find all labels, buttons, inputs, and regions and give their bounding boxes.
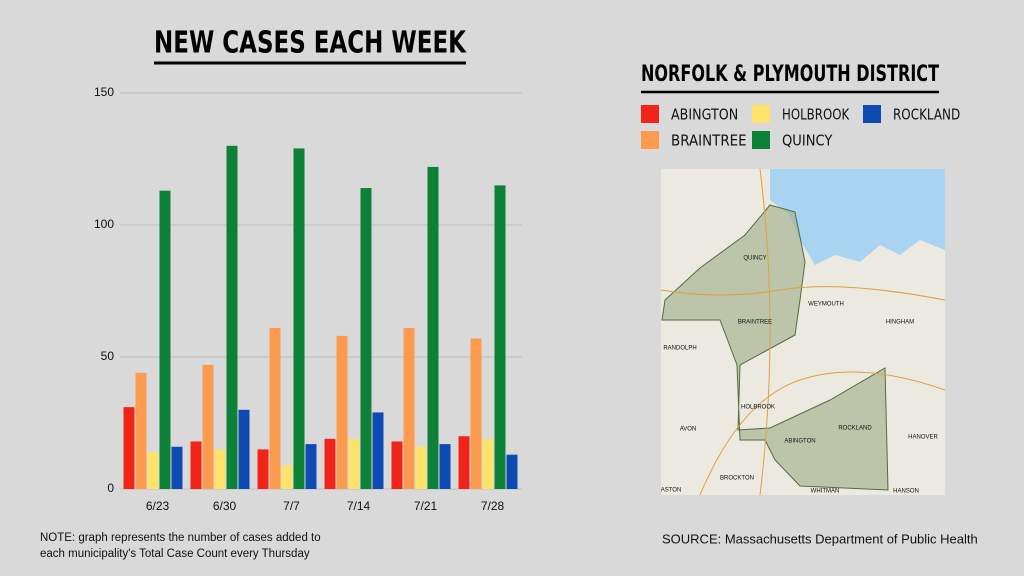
map-label: BROCKTON [720,476,754,482]
source: SOURCE: Massachusetts Department of Publ… [662,531,978,546]
bar [123,407,135,489]
panel-title: NORFOLK & PLYMOUTH DISTRICT [641,62,939,87]
x-tick-label: 7/21 [414,499,438,513]
note-line: each municipality's Total Case Count eve… [40,548,310,560]
legend-swatch [863,105,881,123]
bar [360,188,372,490]
legend-swatch [641,105,659,123]
bar [372,412,384,489]
bar [391,441,403,489]
legend-label: QUINCY [782,132,833,150]
bar [458,436,470,489]
map-label: WHITMAN [811,489,840,495]
bar [257,449,269,489]
map-label: HANOVER [908,435,938,441]
x-tick-label: 7/7 [283,499,300,513]
map-label: WEYMOUTH [808,302,844,308]
bar [293,148,305,489]
bar [415,446,427,489]
bar [427,166,439,490]
bar [281,465,293,489]
y-tick-label: 100 [94,217,114,231]
bar [348,438,360,489]
bar [269,327,281,489]
legend-label: ROCKLAND [893,106,960,124]
legend-label: HOLBROOK [782,106,850,124]
bar [470,338,482,489]
y-tick-label: 150 [94,85,114,99]
map-label: HANSON [893,489,919,495]
map-label: HINGHAM [886,320,914,326]
map-label: ABINGTON [784,439,815,445]
x-tick-label: 6/23 [146,499,170,513]
bar [135,372,147,489]
note-line: NOTE: graph represents the number of cas… [40,532,321,544]
map-label: RANDOLPH [663,346,696,352]
bar [238,409,250,489]
legend-swatch [752,131,770,149]
legend-label: BRAINTREE [671,132,747,150]
map [660,168,946,496]
x-tick-label: 6/30 [213,499,237,513]
bar [190,441,202,489]
bar [171,446,183,489]
legend-label: ABINGTON [671,106,738,124]
map-label: HOLBROOK [741,405,775,411]
map-roads [660,168,946,496]
map-label: QUINCY [743,256,766,262]
bar [226,145,238,490]
bar [494,185,506,489]
bar [482,438,494,489]
district-area [661,204,889,491]
legend-swatch [752,105,770,123]
bar [147,452,159,489]
bar [403,327,415,489]
map-label: BRAINTREE [738,320,772,326]
bar [305,444,317,489]
chart-title: NEW CASES EACH WEEK [154,26,467,61]
x-tick-label: 7/14 [347,499,371,513]
bar [159,190,171,489]
y-tick-label: 50 [101,349,115,363]
map-label: AVON [680,427,697,433]
bar [506,454,518,489]
map-water [770,169,945,265]
bar [439,444,451,489]
bar [324,438,336,489]
map-label: ASTON [661,488,682,494]
bar [202,364,214,489]
legend-swatch [641,131,659,149]
bar [336,335,348,489]
y-tick-label: 0 [107,481,114,495]
x-tick-label: 7/28 [481,499,505,513]
map-label: ROCKLAND [838,426,872,432]
bar [214,449,226,489]
